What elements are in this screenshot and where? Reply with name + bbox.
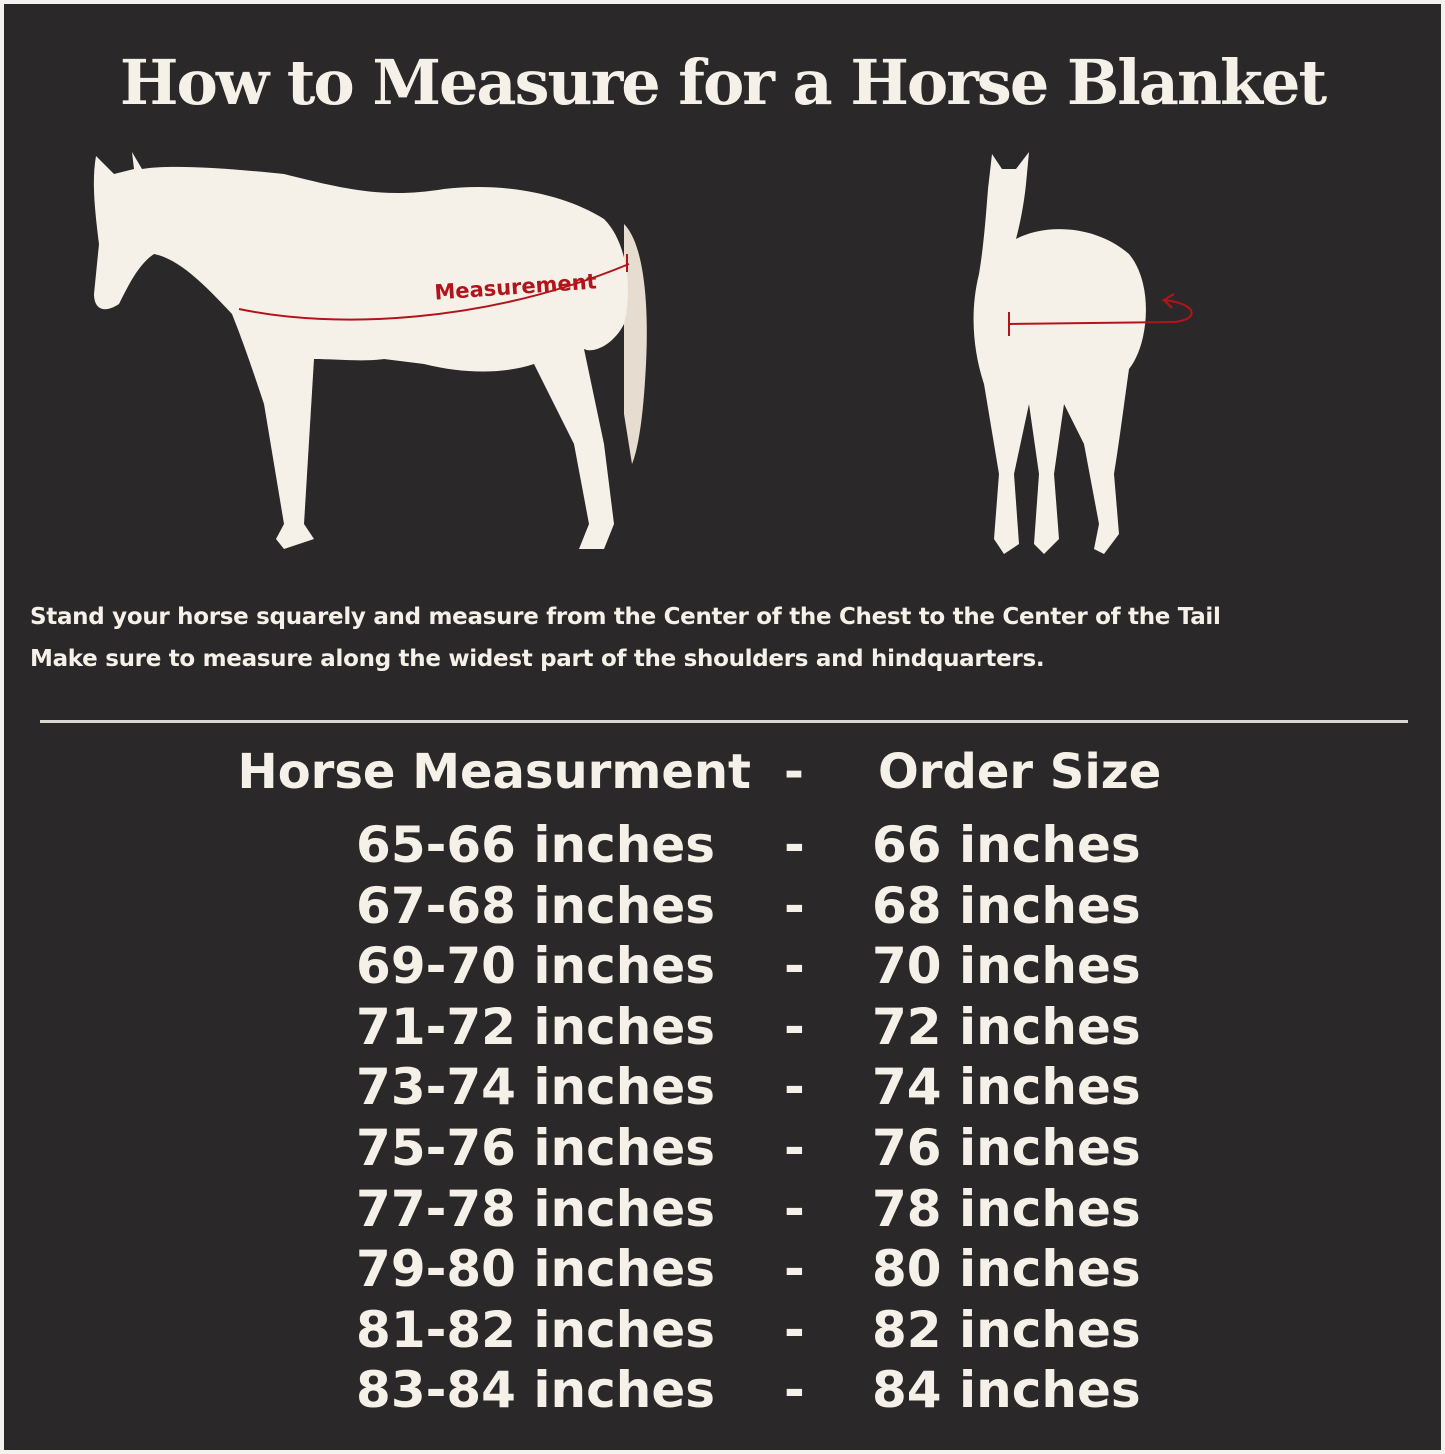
measurement-cell: 77-78 inches — [356, 1179, 715, 1238]
separator-cell: - — [784, 1361, 805, 1420]
order-size-cell: 66 inches — [872, 816, 1141, 874]
order-size-cell: 80 inches — [872, 1240, 1141, 1299]
order-size-cell: 76 inches — [872, 1119, 1141, 1177]
table-row: 81-82 inches - 82 inches — [4, 1300, 1441, 1361]
measurement-cell: 79-80 inches — [356, 1240, 715, 1299]
girth-line — [1008, 321, 1175, 325]
page-title: How to Measure for a Horse Blanket — [119, 46, 1327, 119]
separator-cell: - — [784, 876, 805, 935]
measurement-cell: 65-66 inches — [356, 816, 715, 874]
table-header: Horse Measurment - Order Size — [4, 744, 1441, 804]
side-horse-illustration: Measurement — [93, 152, 647, 549]
separator-cell: - — [784, 997, 805, 1056]
measurement-cell: 67-68 inches — [356, 876, 715, 935]
order-size-cell: 84 inches — [872, 1361, 1141, 1420]
measurement-cell: 71-72 inches — [356, 997, 715, 1056]
table-row: 83-84 inches - 84 inches — [4, 1361, 1441, 1421]
order-size-cell: 70 inches — [872, 937, 1141, 996]
separator-cell: - — [784, 937, 805, 996]
header-separator: - — [784, 744, 804, 800]
header-order-size: Order Size — [878, 744, 1162, 800]
tail-shape — [624, 224, 647, 464]
measurement-line — [238, 263, 630, 321]
table-row: 69-70 inches - 70 inches — [4, 937, 1441, 997]
header-measurement: Horse Measurment — [237, 744, 751, 800]
order-size-cell: 82 inches — [872, 1300, 1141, 1359]
horse-side-silhouette — [93, 152, 628, 549]
measurement-cell: 73-74 inches — [356, 1058, 715, 1117]
divider — [40, 720, 1408, 723]
separator-cell: - — [784, 1300, 805, 1359]
separator-cell: - — [784, 1179, 805, 1238]
measurement-cell: 69-70 inches — [356, 937, 715, 996]
order-size-cell: 72 inches — [872, 997, 1141, 1056]
order-size-cell: 74 inches — [872, 1058, 1141, 1117]
wrap-arrow-icon — [1160, 293, 1193, 323]
separator-cell: - — [784, 1119, 805, 1177]
instruction-line-2: Make sure to measure along the widest pa… — [30, 646, 1045, 672]
horse-front-silhouette — [973, 152, 1146, 554]
separator-cell: - — [784, 816, 805, 874]
measurement-cell: 83-84 inches — [356, 1361, 715, 1420]
table-row: 79-80 inches - 80 inches — [4, 1240, 1441, 1300]
table-row: 73-74 inches - 74 inches — [4, 1058, 1441, 1118]
separator-cell: - — [784, 1058, 805, 1117]
measurement-cell: 75-76 inches — [356, 1119, 715, 1177]
table-row: 77-78 inches - 78 inches — [4, 1179, 1441, 1240]
table-row: 65-66 inches - 66 inches — [4, 816, 1441, 876]
order-size-cell: 78 inches — [872, 1179, 1141, 1238]
instruction-line-1: Stand your horse squarely and measure fr… — [30, 604, 1221, 630]
measurement-cell: 81-82 inches — [356, 1300, 715, 1359]
order-size-cell: 68 inches — [872, 876, 1141, 935]
rear-horse-illustration — [973, 152, 1193, 554]
table-row: 67-68 inches - 68 inches — [4, 876, 1441, 937]
table-row: 75-76 inches - 76 inches — [4, 1119, 1441, 1179]
separator-cell: - — [784, 1240, 805, 1299]
table-row: 71-72 inches - 72 inches — [4, 997, 1441, 1058]
